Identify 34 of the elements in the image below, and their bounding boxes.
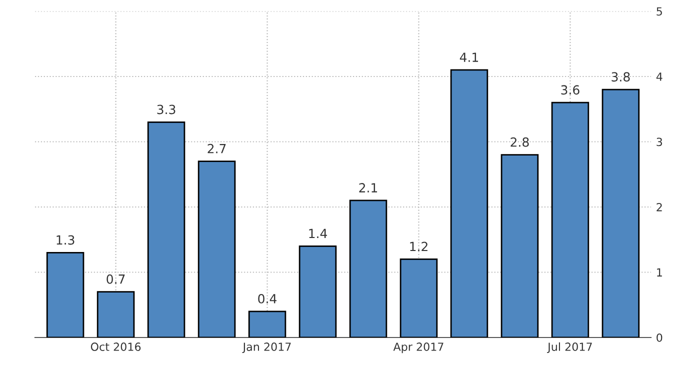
data-label: 2.7 [208, 144, 226, 154]
data-label: 1.4 [309, 228, 327, 238]
data-label: 3.8 [612, 72, 630, 82]
bar [551, 102, 590, 338]
x-tick-label: Jan 2017 [242, 342, 291, 354]
bar [400, 258, 438, 338]
data-label: 3.6 [561, 85, 580, 95]
y-tick-label: 0 [656, 333, 662, 342]
data-label: 3.3 [157, 104, 176, 114]
data-label: 1.2 [410, 242, 428, 252]
bar [96, 291, 135, 338]
x-tick-label: Apr 2017 [393, 342, 444, 354]
y-tick-label: 1 [657, 268, 662, 276]
x-tick-label: Jul 2017 [547, 342, 592, 354]
data-label: 2.8 [510, 137, 529, 147]
bar [450, 69, 488, 338]
data-label: 2.1 [359, 183, 378, 192]
bar [298, 245, 337, 338]
bar [147, 121, 186, 338]
data-label: 0.4 [258, 294, 276, 304]
bar [46, 252, 84, 338]
y-tick-label: 5 [656, 7, 662, 16]
bar [198, 160, 236, 338]
y-tick-label: 4 [656, 72, 662, 81]
y-tick-label: 2 [656, 202, 662, 212]
x-tick-label: Oct 2016 [90, 342, 141, 351]
bar [500, 154, 539, 338]
data-label: 0.7 [106, 274, 125, 284]
data-label: 4.1 [460, 52, 478, 62]
bar [602, 88, 640, 338]
bar [248, 310, 286, 338]
bar [349, 200, 388, 338]
data-label: 1.3 [56, 235, 74, 245]
y-tick-label: 3 [656, 138, 662, 146]
